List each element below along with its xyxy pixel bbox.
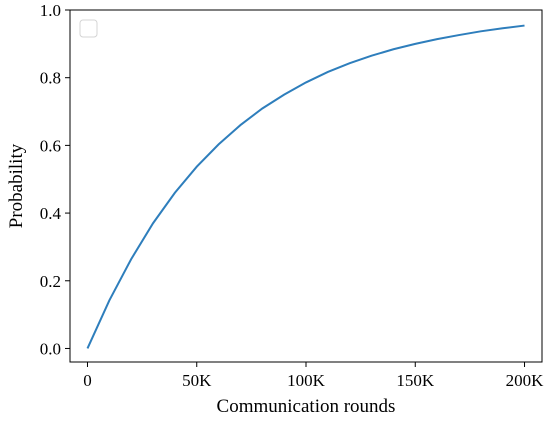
x-tick-label: 0 — [83, 371, 92, 390]
y-tick-label: 0.2 — [40, 272, 61, 291]
y-axis-ticks: 0.0 0.2 0.4 0.6 0.8 1.0 — [40, 1, 70, 358]
y-tick-label: 0.4 — [40, 204, 62, 223]
x-axis-ticks: 0 50K 100K 150K 200K — [83, 362, 544, 390]
y-tick-label: 1.0 — [40, 1, 61, 20]
x-tick-label: 100K — [287, 371, 326, 390]
y-tick-label: 0.0 — [40, 339, 61, 358]
legend-box — [79, 19, 98, 38]
series-line — [86, 24, 525, 349]
plot-area — [69, 9, 543, 363]
x-axis-label: Communication rounds — [217, 396, 396, 417]
y-axis-label: Probability — [6, 143, 27, 228]
x-tick-label: 150K — [396, 371, 435, 390]
y-tick-label: 0.8 — [40, 69, 61, 88]
x-tick-label: 200K — [506, 371, 545, 390]
y-tick-label: 0.6 — [40, 136, 61, 155]
x-tick-label: 50K — [182, 371, 212, 390]
